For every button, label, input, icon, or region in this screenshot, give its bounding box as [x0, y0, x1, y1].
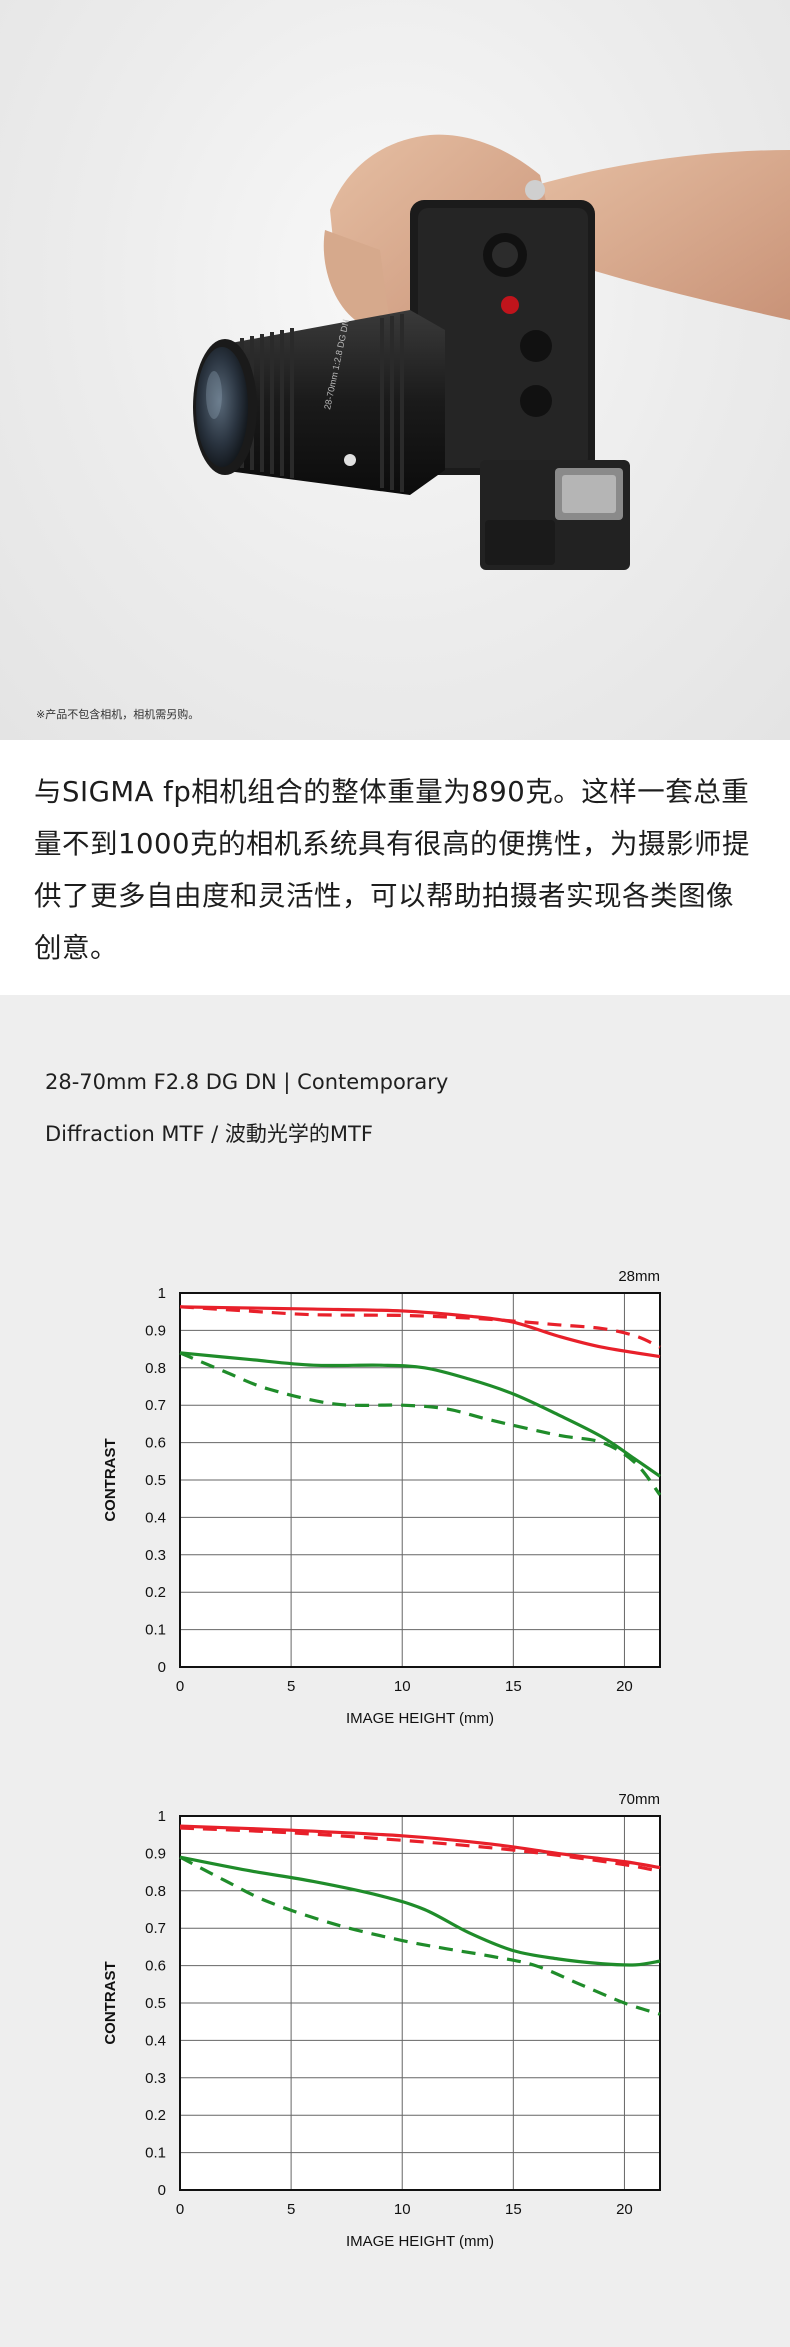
x-tick-label: 10 [394, 1678, 411, 1695]
x-tick-label: 0 [176, 2201, 184, 2218]
y-tick-label: 0.6 [145, 1435, 166, 1452]
x-tick-label: 20 [616, 2201, 633, 2218]
intro-paragraph: 与SIGMA fp相机组合的整体重量为890克。这样一套总重量不到1000克的相… [34, 776, 750, 964]
x-axis-label: IMAGE HEIGHT (mm) [346, 2233, 494, 2250]
series-line-red-dashed [179, 1826, 661, 1873]
y-tick-label: 0.3 [145, 2070, 166, 2087]
intro-section: 与SIGMA fp相机组合的整体重量为890克。这样一套总重量不到1000克的相… [0, 740, 790, 995]
y-tick-label: 0.9 [145, 1322, 166, 1339]
product-disclaimer: ※产品不包含相机，相机需另购。 [36, 708, 200, 721]
mtf-chart-28mm-svg: 00.10.20.30.40.50.60.70.80.910 5 10 15 2028m… [102, 1268, 662, 1727]
hero-product-photo: 28-70mm 1:2.8 DG DN ※产品不包含相机，相机需另购。 [0, 0, 790, 740]
series-line-green-solid [179, 1855, 661, 1967]
plot-frame [179, 1815, 661, 2191]
y-tick-label: 0.8 [145, 1360, 166, 1377]
y-tick-label: 0.2 [145, 2107, 166, 2124]
hand-holding-camera-illustration: 28-70mm 1:2.8 DG DN [193, 134, 790, 570]
y-tick-label: 0.3 [145, 1547, 166, 1564]
x-tick-label: 5 [287, 1678, 295, 1695]
chart-title: 28mm [618, 1268, 660, 1285]
y-axis-label: CONTRAST [102, 1961, 119, 2044]
y-tick-label: 0.4 [145, 1509, 166, 1526]
y-tick-label: 0.8 [145, 1883, 166, 1900]
y-tick-label: 0.2 [145, 1584, 166, 1601]
y-tick-label: 0.7 [145, 1397, 166, 1414]
series-line-red-dashed [179, 1305, 661, 1349]
mtf-chart-70mm: 0 0.1 0.2 0.3 0.4 0.5 0.6 0.7 0.8 0.9 1 0 5 10 15 20 70m… [0, 1788, 790, 2278]
mtf-subtitle: Diffraction MTF / 波動光学的MTF [45, 1122, 373, 1146]
y-tick-label: 0.7 [145, 1920, 166, 1937]
series-line-green-dashed [179, 1351, 662, 1496]
y-tick-label: 0.9 [145, 1845, 166, 1862]
x-tick-label: 10 [394, 2201, 411, 2218]
x-tick-label: 20 [616, 1678, 633, 1695]
y-tick-label: 0.4 [145, 2032, 166, 2049]
y-tick-label: 1 [158, 1808, 166, 1825]
mtf-section: 28-70mm F2.8 DG DN | Contemporary Diffra… [0, 995, 790, 2347]
mtf-chart-70mm-svg: 00.10.20.30.40.50.60.70.80.910 5 10 15 2070m… [102, 1791, 661, 2250]
series-line-red-solid [179, 1824, 661, 1870]
x-tick-label: 0 [176, 1678, 184, 1695]
y-tick-label: 0 [158, 1659, 166, 1676]
y-tick-label: 0 [158, 2182, 166, 2199]
y-tick-label: 0.1 [145, 1622, 166, 1639]
y-tick-label: 0.5 [145, 1995, 166, 2012]
y-tick-label: 0.5 [145, 1472, 166, 1489]
x-tick-label: 15 [505, 1678, 522, 1695]
series-line-red-solid [179, 1305, 661, 1359]
y-axis-label: CONTRAST [102, 1438, 119, 1521]
x-tick-label: 5 [287, 2201, 295, 2218]
x-tick-label: 15 [505, 2201, 522, 2218]
x-axis-label: IMAGE HEIGHT (mm) [346, 1710, 494, 1727]
series-line-green-solid [179, 1351, 661, 1478]
y-tick-label: 0.1 [145, 2145, 166, 2162]
y-tick-label: 0.6 [145, 1958, 166, 1975]
series-line-green-dashed [179, 1855, 661, 2016]
chart-title: 70mm [618, 1791, 660, 1808]
plot-frame [179, 1292, 661, 1668]
mtf-chart-28mm: 0 0.1 0.2 0.3 0.4 0.5 0.6 0.7 0.8 0.9 1 0 5 10 15 20 28m… [0, 1265, 790, 1755]
y-tick-label: 1 [158, 1285, 166, 1302]
lens-title: 28-70mm F2.8 DG DN | Contemporary [45, 1070, 449, 1094]
